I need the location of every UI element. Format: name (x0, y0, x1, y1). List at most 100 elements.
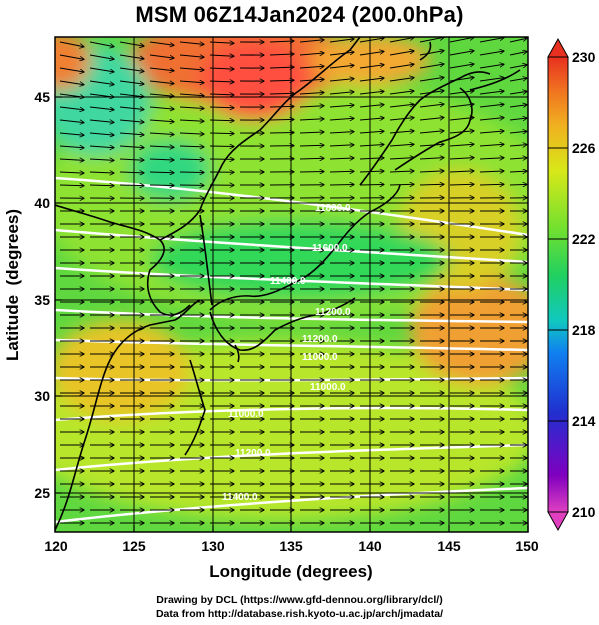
wind-arrow (269, 80, 294, 81)
wind-arrow (269, 67, 294, 68)
wind-arrow (509, 91, 527, 94)
wind-arrow (479, 91, 504, 95)
wind-arrow (359, 51, 384, 56)
wind-arrow (509, 158, 527, 159)
wind-arrow (509, 38, 527, 43)
wind-arrow (419, 51, 444, 56)
wind-arrow (119, 146, 144, 148)
wind-arrow (509, 78, 527, 82)
wind-arrow (509, 184, 527, 185)
wind-arrow (299, 132, 324, 133)
wind-arrow (389, 118, 414, 120)
wind-arrow (389, 184, 414, 185)
x-axis-label: Longitude (degrees) (209, 562, 372, 581)
wind-arrow (509, 145, 527, 146)
wind-arrow (149, 133, 174, 135)
wind-arrow (449, 37, 474, 43)
contour-label: 11200.0 (235, 448, 271, 459)
wind-arrow (89, 54, 114, 59)
y-axis-ticks (55, 96, 62, 494)
y-axis-tick-labels: 45 40 35 30 25 (34, 89, 50, 501)
wind-arrow (479, 144, 504, 146)
wind-arrow (479, 64, 504, 69)
wind-arrow (89, 172, 114, 173)
wind-arrow (179, 146, 204, 147)
wind-arrow (59, 172, 84, 173)
wind-arrow (449, 51, 474, 56)
colorbar-gradient (547, 56, 569, 513)
contour-label: 11200.0 (302, 334, 338, 345)
wind-arrow (59, 41, 84, 47)
colorbar: 230 226 222 218 214 210 (547, 37, 596, 532)
y-tick-label: 40 (34, 195, 50, 211)
wind-arrow (479, 104, 504, 108)
wind-arrow (359, 158, 384, 159)
wind-arrow (209, 68, 234, 69)
wind-arrow (419, 91, 444, 95)
colorbar-tick-label: 214 (572, 413, 596, 429)
wind-arrow (149, 54, 174, 58)
wind-arrow (209, 120, 234, 121)
wind-arrow (299, 158, 324, 159)
wind-arrow (329, 158, 354, 159)
wind-arrow (419, 158, 444, 159)
wind-arrow (359, 91, 384, 95)
wind-arrow (329, 171, 354, 172)
wind-arrow (449, 144, 474, 146)
colorbar-top-triangle (547, 37, 569, 58)
wind-arrow (149, 159, 174, 160)
wind-arrow (299, 93, 324, 95)
wind-arrow (269, 54, 294, 55)
wind-arrow (449, 91, 474, 95)
wind-arrow (419, 184, 444, 185)
contour-label: 11000.0 (228, 409, 264, 420)
wind-arrow (119, 54, 144, 59)
colorbar-tick-label: 226 (572, 140, 596, 156)
wind-arrow (179, 94, 204, 96)
wind-arrow (89, 106, 114, 110)
wind-arrow (389, 91, 414, 95)
wind-arrow (509, 131, 527, 133)
wind-arrow (389, 51, 414, 56)
wind-arrow (449, 104, 474, 108)
wind-arrow (89, 67, 114, 72)
wind-arrow (449, 77, 474, 82)
contour-label: 11800.0 (315, 203, 351, 214)
wind-arrow (449, 118, 474, 121)
wind-arrow (179, 81, 204, 83)
grid-lines (55, 37, 528, 532)
wind-arrow (479, 158, 504, 159)
wind-arrow (89, 159, 114, 160)
wind-arrow (359, 78, 384, 82)
map-title: MSM 06Z14Jan2024 (200.0hPa) (135, 2, 464, 27)
temperature-field: 11800.0 11600.0 11400.0 11200.0 11200.0 … (55, 37, 528, 532)
wind-arrow (329, 52, 354, 56)
colorbar-tick-label: 230 (572, 49, 596, 65)
wind-arrow (419, 37, 444, 43)
wind-arrow (149, 146, 174, 147)
wind-arrow (269, 41, 294, 42)
wind-arrow (359, 171, 384, 172)
wind-arrow (359, 145, 384, 147)
wind-arrow (89, 120, 114, 122)
x-tick-label: 145 (437, 538, 461, 554)
wind-arrow (89, 41, 114, 47)
x-tick-label: 120 (44, 538, 68, 554)
colorbar-bottom-triangle (547, 511, 569, 532)
contour-label: 11400.0 (222, 492, 258, 503)
wind-arrow (299, 66, 324, 68)
colorbar-tick-label: 222 (572, 231, 596, 247)
x-tick-label: 125 (122, 538, 146, 554)
credit-data: Data from http://database.rish.kyoto-u.a… (155, 608, 444, 620)
wind-arrow (419, 144, 444, 146)
wind-arrow (269, 106, 294, 107)
wind-arrow (59, 185, 84, 186)
wind-arrow (419, 131, 444, 133)
wind-arrow (479, 118, 504, 120)
wind-arrow (59, 106, 84, 110)
wind-arrow (149, 120, 174, 122)
y-tick-label: 35 (34, 292, 50, 308)
wind-arrow (389, 144, 414, 146)
wind-arrow (479, 171, 504, 172)
wind-arrow (359, 131, 384, 133)
